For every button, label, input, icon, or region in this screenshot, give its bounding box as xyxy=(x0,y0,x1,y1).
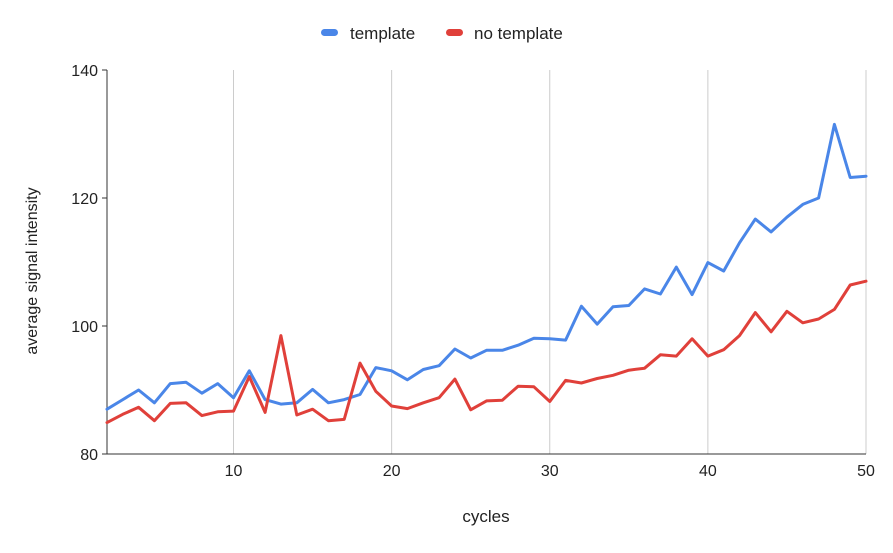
legend: template no template xyxy=(321,24,563,43)
series-line-0 xyxy=(105,122,868,411)
y-tick-label: 100 xyxy=(71,319,98,336)
series-line-1 xyxy=(105,279,868,425)
x-tick-label: 50 xyxy=(857,463,875,480)
x-tick-label: 40 xyxy=(699,463,717,480)
legend-swatch-1 xyxy=(446,29,463,36)
x-axis-title: cycles xyxy=(462,507,509,526)
y-axis-title: average signal intensity xyxy=(24,187,41,354)
x-tick-label: 20 xyxy=(383,463,401,480)
y-tick-label: 80 xyxy=(80,447,98,464)
legend-label-0: template xyxy=(350,24,415,43)
legend-label-1: no template xyxy=(474,24,563,43)
gridlines xyxy=(233,70,867,454)
series-lines xyxy=(105,122,868,425)
legend-swatch-0 xyxy=(321,29,338,36)
y-tick-label: 140 xyxy=(71,63,98,80)
x-tick-label: 30 xyxy=(541,463,559,480)
axes: 10 20 30 40 50 80 100 120 140 xyxy=(71,63,875,480)
y-tick-label: 120 xyxy=(71,191,98,208)
x-tick-label: 10 xyxy=(225,463,243,480)
